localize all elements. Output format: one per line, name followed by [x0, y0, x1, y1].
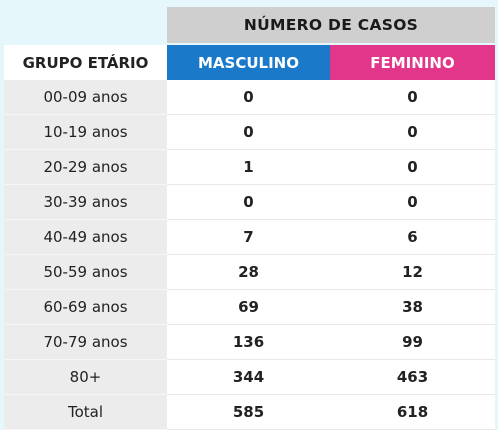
female-header: FEMININO	[330, 45, 495, 80]
female-count-cell: 0	[330, 150, 495, 185]
female-count-cell: 463	[330, 360, 495, 395]
age-group-cell: 30-39 anos	[4, 185, 167, 220]
male-count-cell: 69	[167, 290, 330, 325]
female-count-cell: 0	[330, 80, 495, 115]
male-count-cell: 1	[167, 150, 330, 185]
male-total-cell: 585	[167, 395, 330, 430]
total-label-cell: Total	[4, 395, 167, 430]
female-count-cell: 99	[330, 325, 495, 360]
age-group-cell: 70-79 anos	[4, 325, 167, 360]
age-group-cell: 20-29 anos	[4, 150, 167, 185]
age-group-cell: 60-69 anos	[4, 290, 167, 325]
male-count-cell: 0	[167, 185, 330, 220]
male-count-cell: 7	[167, 220, 330, 255]
age-group-cell: 40-49 anos	[4, 220, 167, 255]
male-count-cell: 0	[167, 115, 330, 150]
male-header: MASCULINO	[167, 45, 330, 80]
female-count-cell: 0	[330, 185, 495, 220]
age-group-cell: 80+	[4, 360, 167, 395]
male-count-cell: 344	[167, 360, 330, 395]
female-count-cell: 38	[330, 290, 495, 325]
male-count-cell: 0	[167, 80, 330, 115]
cases-table: GRUPO ETÁRIO MASCULINO FEMININO 00-09 an…	[4, 45, 495, 430]
female-total-cell: 618	[330, 395, 495, 430]
cases-count-header: NÚMERO DE CASOS	[167, 7, 495, 43]
male-count-cell: 28	[167, 255, 330, 290]
female-count-cell: 12	[330, 255, 495, 290]
age-group-cell: 00-09 anos	[4, 80, 167, 115]
female-count-cell: 6	[330, 220, 495, 255]
male-count-cell: 136	[167, 325, 330, 360]
age-group-cell: 10-19 anos	[4, 115, 167, 150]
age-group-header: GRUPO ETÁRIO	[4, 45, 167, 80]
age-group-cell: 50-59 anos	[4, 255, 167, 290]
female-count-cell: 0	[330, 115, 495, 150]
